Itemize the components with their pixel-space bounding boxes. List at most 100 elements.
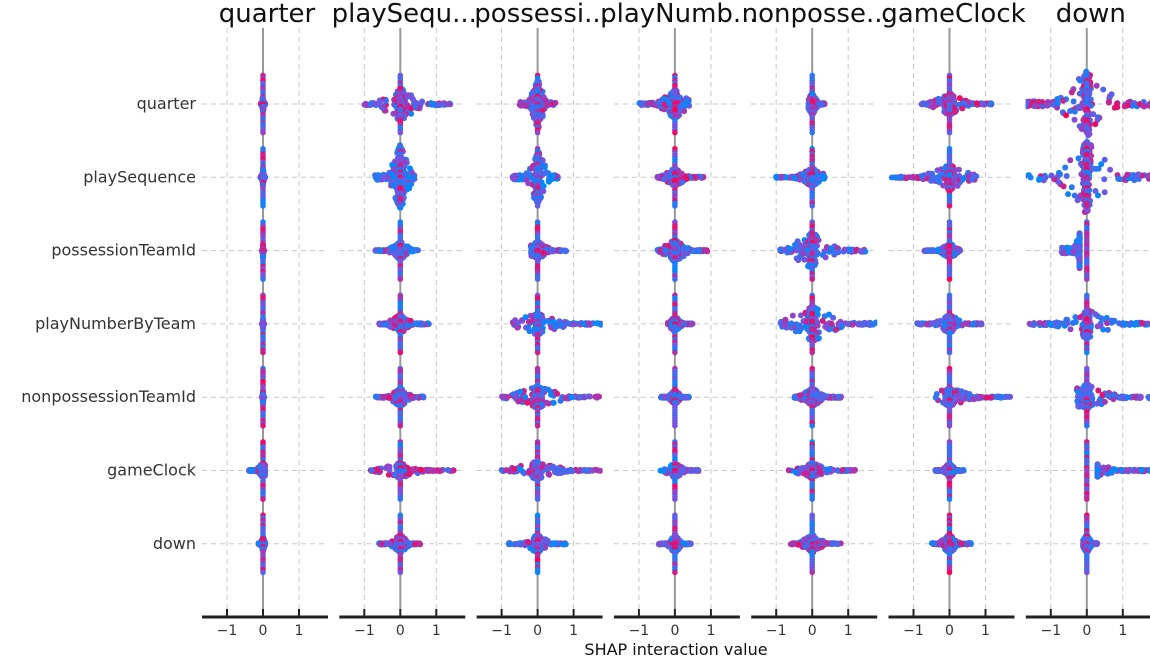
- x-tick-label: −1: [491, 623, 512, 639]
- data-point: [398, 423, 404, 429]
- data-point: [410, 395, 416, 401]
- panel-title: playSequ...: [332, 0, 477, 29]
- data-point: [428, 100, 434, 106]
- data-point: [545, 387, 551, 393]
- data-point: [515, 398, 521, 404]
- data-point: [426, 467, 432, 473]
- data-point: [513, 392, 519, 398]
- data-point: [560, 541, 566, 547]
- x-tick-label: 1: [569, 623, 578, 639]
- data-point: [524, 177, 530, 183]
- data-point: [568, 394, 574, 400]
- data-point: [535, 203, 541, 209]
- panel-1: −1 0 1 playSequ...: [332, 0, 477, 639]
- data-point: [379, 541, 385, 547]
- data-point: [577, 394, 583, 400]
- data-point: [586, 320, 592, 326]
- x-tick-label: 1: [432, 623, 441, 639]
- data-point: [542, 164, 548, 170]
- data-point: [506, 540, 512, 546]
- data-point: [260, 423, 266, 429]
- x-tick-label: 0: [396, 623, 405, 639]
- data-point: [525, 539, 531, 545]
- data-point: [260, 496, 266, 502]
- panel-2: −1 0 1 possessi...: [474, 0, 609, 639]
- data-point: [546, 472, 552, 478]
- x-tick-label: 0: [533, 623, 542, 639]
- data-point: [558, 248, 564, 254]
- data-point: [499, 394, 505, 400]
- data-point: [504, 394, 510, 400]
- data-point: [379, 103, 385, 109]
- data-point: [392, 252, 398, 258]
- data-point: [445, 467, 451, 473]
- x-tick-label: −1: [354, 623, 375, 639]
- data-point: [677, 94, 683, 100]
- data-point: [412, 541, 418, 547]
- data-point: [589, 468, 595, 474]
- data-point: [558, 467, 564, 473]
- data-point: [511, 176, 517, 182]
- data-point: [372, 101, 378, 107]
- data-point: [411, 175, 417, 181]
- data-point: [398, 130, 404, 136]
- x-tick-label: 0: [259, 623, 268, 639]
- data-point: [541, 183, 547, 189]
- data-point: [540, 113, 546, 119]
- data-point: [260, 203, 266, 209]
- data-point: [550, 173, 556, 179]
- data-point: [535, 570, 541, 576]
- data-point: [511, 466, 517, 472]
- panel-title: possessi...: [474, 0, 609, 29]
- panel-title: quarter: [219, 0, 316, 29]
- data-point: [551, 400, 557, 406]
- data-point: [525, 324, 531, 330]
- data-point: [535, 496, 541, 502]
- data-point: [596, 394, 602, 400]
- data-point: [406, 185, 412, 191]
- data-point: [260, 130, 266, 136]
- data-point: [503, 467, 509, 473]
- data-point: [381, 175, 387, 181]
- data-point: [535, 276, 541, 282]
- data-point: [412, 104, 418, 110]
- data-point: [558, 322, 564, 328]
- data-point: [437, 468, 443, 474]
- x-tick-label: 1: [295, 623, 304, 639]
- data-point: [571, 321, 577, 327]
- data-point: [374, 177, 380, 183]
- data-point: [587, 394, 593, 400]
- data-point: [540, 188, 546, 194]
- data-point: [544, 103, 550, 109]
- data-point: [419, 99, 425, 105]
- data-point: [552, 540, 558, 546]
- points-group: [499, 73, 605, 576]
- data-point: [563, 395, 569, 401]
- data-point: [414, 247, 420, 253]
- data-point: [398, 350, 404, 356]
- data-point: [387, 464, 393, 470]
- data-point: [377, 321, 383, 327]
- data-point: [518, 176, 524, 182]
- data-point: [408, 111, 414, 117]
- data-point: [418, 467, 424, 473]
- data-point: [376, 394, 382, 400]
- data-point: [446, 101, 452, 107]
- data-point: [407, 165, 413, 171]
- data-point: [575, 468, 581, 474]
- data-point: [656, 100, 662, 106]
- data-point: [526, 469, 532, 475]
- data-point: [451, 467, 457, 473]
- data-point: [554, 391, 560, 397]
- data-point: [522, 394, 528, 400]
- data-point: [260, 350, 266, 356]
- data-point: [550, 248, 556, 254]
- data-point: [405, 323, 411, 329]
- data-point: [260, 276, 266, 282]
- data-point: [391, 111, 397, 117]
- data-point: [405, 92, 411, 98]
